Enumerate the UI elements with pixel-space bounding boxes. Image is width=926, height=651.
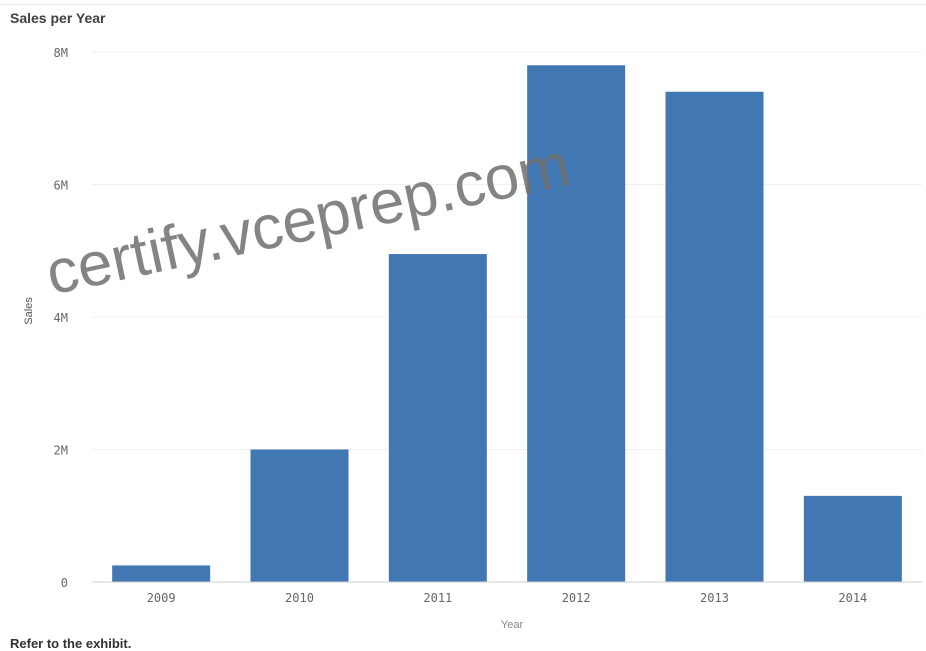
bar xyxy=(665,91,764,582)
x-axis-title: Year xyxy=(501,619,524,631)
y-tick-label: 4M xyxy=(54,311,68,325)
chart-title: Sales per Year xyxy=(10,10,106,26)
y-tick-label: 0 xyxy=(61,576,68,590)
top-divider xyxy=(0,4,926,5)
y-tick-label: 2M xyxy=(54,444,68,458)
x-tick-label: 2011 xyxy=(423,591,452,605)
y-axis-title: Sales xyxy=(23,297,35,325)
bar xyxy=(250,449,349,582)
x-tick-label: 2013 xyxy=(700,591,729,605)
y-tick-label: 6M xyxy=(54,179,68,193)
bar xyxy=(388,254,487,582)
x-tick-label: 2010 xyxy=(285,591,314,605)
bar xyxy=(112,565,211,582)
x-tick-label: 2009 xyxy=(147,591,176,605)
x-tick-label: 2014 xyxy=(838,591,867,605)
bar xyxy=(527,65,626,582)
footer-text: Refer to the exhibit. xyxy=(10,636,132,651)
bar xyxy=(803,495,902,582)
x-tick-label: 2012 xyxy=(562,591,591,605)
y-tick-label: 8M xyxy=(54,46,68,60)
